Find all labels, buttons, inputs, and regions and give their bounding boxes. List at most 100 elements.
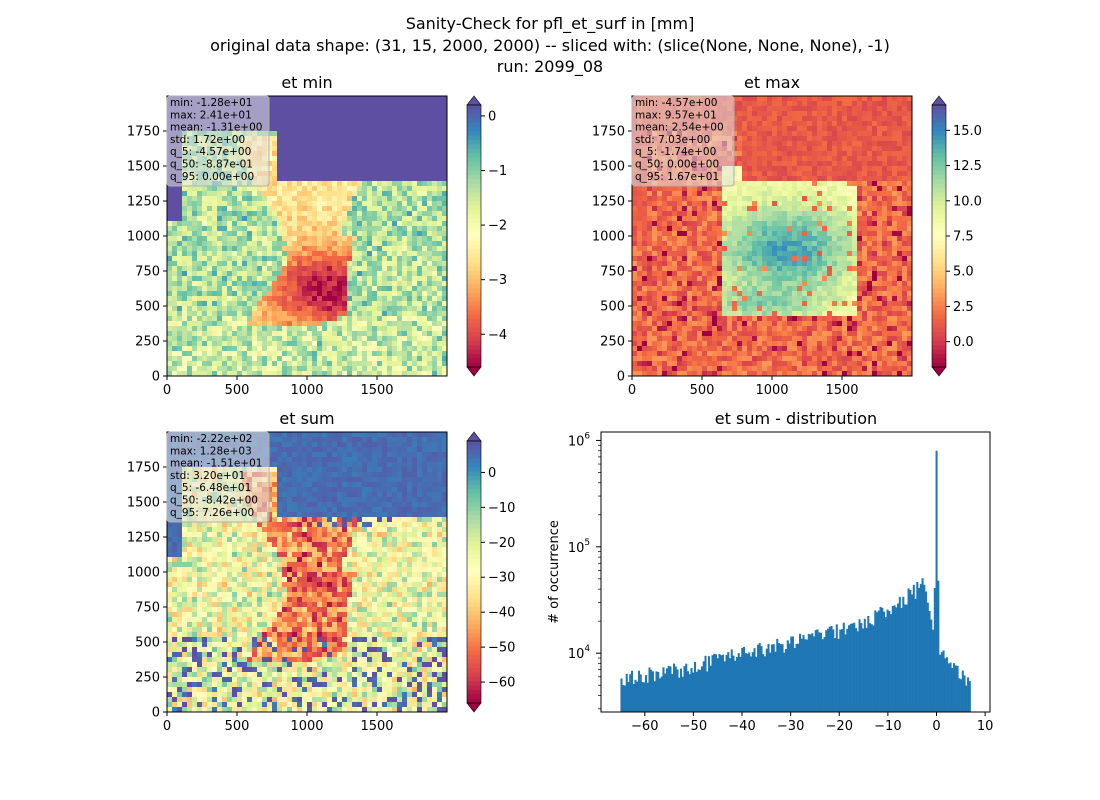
heatmap-cell [337, 256, 343, 262]
heatmap-cell [342, 151, 348, 157]
heatmap-cell [302, 311, 308, 317]
heatmap-cell [422, 326, 428, 332]
heatmap-cell [632, 366, 638, 372]
heatmap-cell [227, 341, 233, 347]
heatmap-cell [732, 311, 738, 317]
heatmap-cell [272, 306, 278, 312]
heatmap-cell [322, 151, 328, 157]
colorbar-segment [467, 157, 481, 163]
heatmap-cell [282, 306, 288, 312]
heatmap-cell [207, 276, 213, 282]
heatmap-cell [242, 271, 248, 277]
heatmap-cell [267, 111, 273, 117]
heatmap-cell [737, 106, 743, 112]
heatmap-cell [757, 121, 763, 127]
heatmap-cell [697, 206, 703, 212]
heatmap-cell [207, 246, 213, 252]
heatmap-cell [757, 201, 763, 207]
heatmap-cell [237, 241, 243, 247]
heatmap-cell [427, 231, 433, 237]
heatmap-cell [732, 121, 738, 127]
heatmap-cell [652, 286, 658, 292]
heatmap-cell [232, 191, 238, 197]
heatmap-cell [752, 231, 758, 237]
heatmap-cell [222, 321, 228, 327]
heatmap-cell [357, 191, 363, 197]
heatmap-cell [307, 291, 313, 297]
heatmap-cell [222, 251, 228, 257]
heatmap-cell [442, 271, 447, 277]
heatmap-cell [177, 366, 183, 372]
heatmap-cell [637, 241, 643, 247]
heatmap-cell [352, 116, 358, 122]
heatmap-cell [372, 196, 378, 202]
heatmap-cell [427, 191, 433, 197]
heatmap-cell [392, 96, 398, 102]
heatmap-cell [197, 281, 203, 287]
heatmap-cell [437, 221, 443, 227]
heatmap-cell [417, 341, 423, 347]
heatmap-cell [417, 96, 423, 102]
heatmap-cell [417, 131, 423, 137]
heatmap-cell [312, 206, 318, 212]
y-tick-label: 500 [135, 300, 160, 315]
heatmap-cell [332, 321, 338, 327]
heatmap-cell [287, 151, 293, 157]
heatmap-cell [277, 331, 283, 337]
heatmap-cell [737, 196, 743, 202]
heatmap-cell [747, 146, 753, 152]
heatmap-cell [267, 261, 273, 267]
heatmap-cell [277, 281, 283, 287]
heatmap-cell [317, 146, 323, 152]
heatmap-cell [337, 226, 343, 232]
heatmap-cell [297, 166, 303, 172]
heatmap-cell [257, 301, 263, 307]
heatmap-cell [212, 341, 218, 347]
heatmap-cell [682, 226, 688, 232]
heatmap-cell [257, 266, 263, 272]
heatmap-cell [402, 246, 408, 252]
heatmap-cell [322, 296, 328, 302]
heatmap-cell [297, 171, 303, 177]
heatmap-cell [277, 196, 283, 202]
heatmap-cell [217, 341, 223, 347]
heatmap-cell [177, 256, 183, 262]
heatmap-cell [652, 211, 658, 217]
heatmap-cell [402, 96, 408, 102]
heatmap-cell [667, 231, 673, 237]
heatmap-cell [427, 96, 433, 102]
heatmap-cell [707, 231, 713, 237]
heatmap-cell [737, 286, 743, 292]
heatmap-cell [417, 286, 423, 292]
heatmap-cell [707, 311, 713, 317]
heatmap-cell [242, 346, 248, 352]
heatmap-cell [307, 231, 313, 237]
heatmap-cell [292, 176, 298, 182]
heatmap-cell [327, 126, 333, 132]
stats-line: mean: -1.31e+00 [170, 122, 262, 134]
heatmap-cell [287, 141, 293, 147]
heatmap-cell [697, 321, 703, 327]
heatmap-cell [652, 271, 658, 277]
heatmap-cell [307, 166, 313, 172]
heatmap-cell [317, 361, 323, 367]
heatmap-cell [782, 296, 788, 302]
heatmap-cell [177, 276, 183, 282]
stats-line: q_95: 0.00e+00 [170, 171, 254, 183]
heatmap-cell [632, 286, 638, 292]
heatmap-cell [242, 281, 248, 287]
heatmap-cell [407, 131, 413, 137]
heatmap-cell [672, 281, 678, 287]
heatmap-cell [407, 276, 413, 282]
heatmap-cell [187, 361, 193, 367]
heatmap-cell [397, 186, 403, 192]
heatmap-cell [387, 241, 393, 247]
heatmap-cell [292, 141, 298, 147]
heatmap-cell [662, 306, 668, 312]
heatmap-cell [197, 311, 203, 317]
heatmap-cell [272, 266, 278, 272]
heatmap-cell [312, 146, 318, 152]
heatmap-cell [772, 131, 778, 137]
heatmap-cell [362, 326, 368, 332]
heatmap-cell [357, 131, 363, 137]
